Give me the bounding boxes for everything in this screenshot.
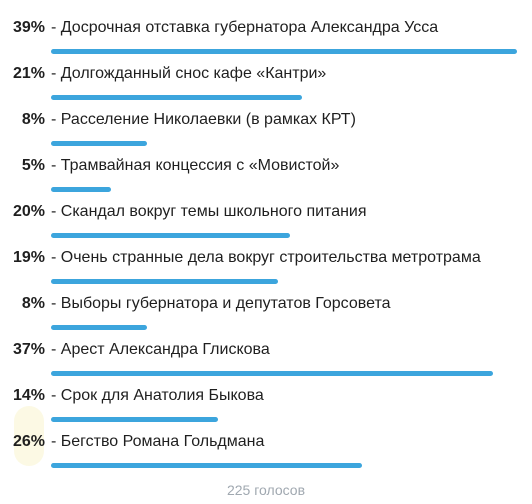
background-decoration bbox=[14, 406, 44, 466]
poll-option-bar bbox=[51, 233, 290, 238]
poll-option: 26% - Бегство Романа Гольдмана bbox=[0, 431, 532, 477]
poll-option-percent: 19% bbox=[12, 249, 45, 266]
poll-option-label: - Скандал вокруг темы школьного питания bbox=[51, 203, 367, 220]
poll-option-label: - Бегство Романа Гольдмана bbox=[51, 433, 265, 450]
poll-option-label: - Долгожданный снос кафе «Кантри» bbox=[51, 65, 327, 82]
poll-option-bar bbox=[51, 325, 147, 330]
poll-option: 5% - Трамвайная концессия с «Мовистой» bbox=[0, 155, 532, 201]
poll-option-bar bbox=[51, 371, 493, 376]
poll-option-bar-track bbox=[51, 141, 517, 146]
poll-option-bar-track bbox=[51, 417, 517, 422]
poll-option: 39% - Досрочная отставка губернатора Алек… bbox=[0, 17, 532, 63]
poll-option-bar bbox=[51, 417, 218, 422]
poll-option-bar bbox=[51, 279, 278, 284]
poll-option-percent: 20% bbox=[12, 203, 45, 220]
poll-option-percent: 5% bbox=[21, 157, 45, 174]
poll-option-bar bbox=[51, 463, 362, 468]
poll-option: 8% - Выборы губернатора и депутатов Горсо… bbox=[0, 293, 532, 339]
poll-option-percent: 26% bbox=[12, 433, 45, 450]
poll-option-percent: 8% bbox=[21, 295, 45, 312]
poll-option-bar-track bbox=[51, 371, 517, 376]
poll-option: 14% - Срок для Анатолия Быкова bbox=[0, 385, 532, 431]
poll-option: 8% - Расселение Николаевки (в рамках КРТ) bbox=[0, 109, 532, 155]
poll-option-percent: 37% bbox=[12, 341, 45, 358]
poll-option-label: - Очень странные дела вокруг строительст… bbox=[51, 249, 481, 266]
poll-option-bar-track bbox=[51, 325, 517, 330]
poll-option-label: - Срок для Анатолия Быкова bbox=[51, 387, 264, 404]
poll-option-bar bbox=[51, 187, 111, 192]
poll-option: 37% - Арест Александра Глискова bbox=[0, 339, 532, 385]
poll-option-percent: 21% bbox=[12, 65, 45, 82]
poll-option-bar-track bbox=[51, 49, 517, 54]
poll-option-bar bbox=[51, 49, 517, 54]
poll-option-bar bbox=[51, 95, 302, 100]
poll-option-label: - Выборы губернатора и депутатов Горсове… bbox=[51, 295, 391, 312]
poll-option-label: - Расселение Николаевки (в рамках КРТ) bbox=[51, 111, 356, 128]
poll-option-bar-track bbox=[51, 279, 517, 284]
poll-option-percent: 14% bbox=[12, 387, 45, 404]
poll-option: 19% - Очень странные дела вокруг строител… bbox=[0, 247, 532, 293]
poll-option-bar-track bbox=[51, 233, 517, 238]
poll-option-bar bbox=[51, 141, 147, 146]
poll-option-bar-track bbox=[51, 95, 517, 100]
poll-option: 21% - Долгожданный снос кафе «Кантри» bbox=[0, 63, 532, 109]
poll-option-label: - Трамвайная концессия с «Мовистой» bbox=[51, 157, 340, 174]
total-votes: 225 голосов bbox=[226, 482, 306, 498]
poll-option-label: - Арест Александра Глискова bbox=[51, 341, 270, 358]
poll-option-label: - Досрочная отставка губернатора Алексан… bbox=[51, 19, 439, 36]
poll-option-percent: 39% bbox=[12, 19, 45, 36]
poll-option: 20% - Скандал вокруг темы школьного питан… bbox=[0, 201, 532, 247]
poll-option-bar-track bbox=[51, 187, 517, 192]
poll-option-bar-track bbox=[51, 463, 517, 468]
poll-option-percent: 8% bbox=[21, 111, 45, 128]
